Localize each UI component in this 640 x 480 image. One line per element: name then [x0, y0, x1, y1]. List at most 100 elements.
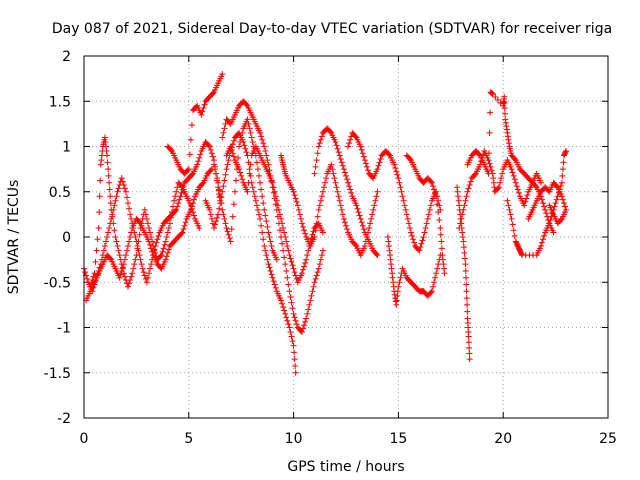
data-point	[289, 262, 296, 269]
data-point	[418, 240, 425, 247]
data-point	[221, 125, 228, 132]
data-point	[465, 339, 472, 346]
data-point	[218, 200, 225, 207]
data-point	[385, 151, 392, 158]
data-point	[210, 161, 217, 168]
data-point	[429, 283, 436, 290]
data-point	[390, 279, 397, 286]
data-point	[252, 197, 259, 204]
data-point	[260, 140, 267, 147]
data-point	[257, 215, 264, 222]
data-point	[486, 160, 493, 167]
data-point	[116, 274, 123, 281]
data-point	[223, 224, 230, 231]
data-point	[392, 298, 399, 305]
data-point	[459, 211, 466, 218]
data-point	[360, 226, 367, 233]
data-point	[300, 325, 307, 332]
data-point	[435, 197, 442, 204]
data-point	[111, 202, 118, 209]
data-point	[267, 267, 274, 274]
data-point	[217, 193, 224, 200]
data-point	[501, 105, 508, 112]
data-point	[219, 134, 226, 141]
data-point	[153, 239, 160, 246]
data-point	[185, 166, 192, 173]
data-point	[538, 196, 545, 203]
series-sat-k	[345, 129, 444, 254]
data-point	[332, 138, 339, 145]
data-point	[141, 272, 148, 279]
data-point	[125, 243, 132, 250]
data-point	[90, 273, 97, 280]
data-point	[155, 232, 162, 239]
data-point	[303, 315, 310, 322]
data-point	[435, 209, 442, 216]
data-point	[343, 172, 349, 179]
data-point	[178, 230, 185, 237]
data-point	[499, 170, 506, 177]
data-point	[393, 168, 400, 175]
data-point	[127, 234, 134, 240]
data-point	[319, 188, 326, 195]
data-point	[243, 149, 250, 156]
data-point	[228, 146, 235, 153]
data-point	[494, 185, 501, 192]
data-point	[394, 288, 401, 295]
data-point	[109, 213, 116, 220]
data-point	[229, 150, 236, 157]
series-sat-o	[456, 148, 557, 236]
data-point	[402, 206, 409, 213]
data-point	[251, 193, 258, 200]
data-point	[559, 166, 566, 173]
data-point	[388, 265, 395, 272]
data-point	[181, 222, 188, 229]
data-point	[222, 220, 229, 227]
data-point	[121, 256, 128, 263]
data-point	[256, 211, 263, 218]
data-point	[320, 184, 327, 191]
data-point	[284, 243, 291, 250]
data-point	[292, 195, 299, 202]
data-point	[103, 143, 110, 150]
data-point	[467, 178, 474, 185]
data-point	[439, 256, 446, 263]
data-point	[149, 248, 156, 255]
data-point	[311, 234, 318, 240]
data-point	[435, 261, 442, 268]
data-point	[504, 129, 511, 136]
data-point	[282, 261, 289, 268]
data-point	[280, 247, 287, 254]
data-point	[225, 157, 232, 164]
data-point	[208, 215, 215, 222]
data-point	[198, 111, 205, 118]
data-point	[422, 224, 429, 231]
data-point	[335, 193, 342, 200]
data-point	[490, 175, 497, 182]
data-point	[328, 161, 335, 168]
data-point	[120, 261, 127, 268]
data-point	[537, 179, 544, 186]
data-point	[258, 133, 265, 140]
data-point	[459, 229, 466, 236]
data-point	[191, 212, 198, 219]
data-point	[197, 151, 204, 158]
data-point	[339, 211, 346, 218]
data-point	[247, 129, 254, 136]
data-point	[339, 162, 346, 169]
data-point	[356, 212, 363, 219]
data-point	[463, 281, 470, 288]
data-point	[254, 206, 261, 213]
data-point	[454, 188, 461, 195]
data-point	[120, 181, 127, 188]
data-point	[243, 101, 250, 108]
data-point	[135, 238, 142, 245]
data-point	[464, 188, 471, 195]
data-point	[175, 200, 182, 207]
data-point	[508, 166, 515, 173]
data-point	[184, 167, 191, 174]
data-point	[266, 234, 273, 240]
data-point	[498, 175, 505, 182]
data-point	[206, 206, 213, 213]
data-point	[212, 221, 218, 228]
